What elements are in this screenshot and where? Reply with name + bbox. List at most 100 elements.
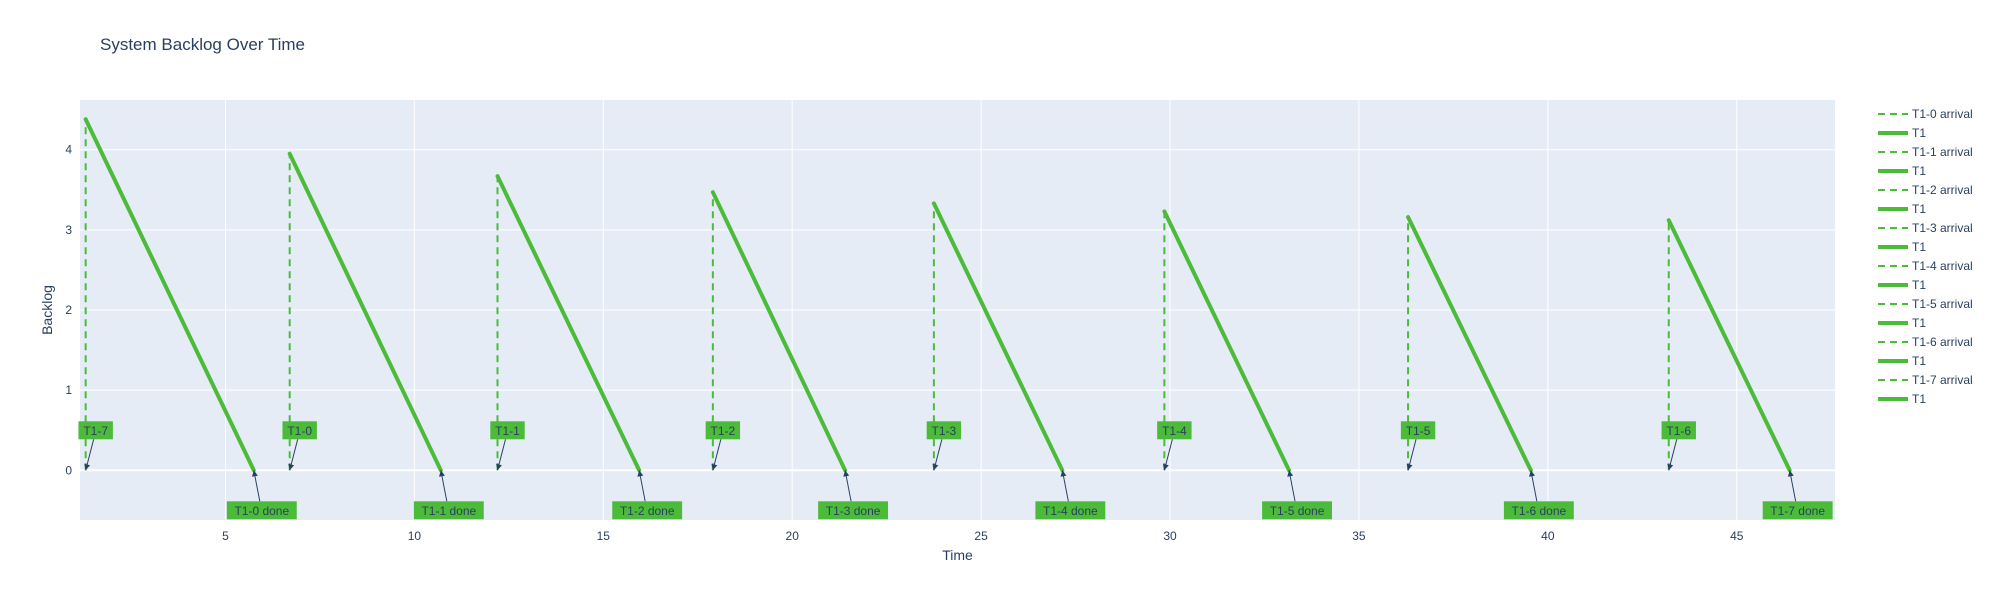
legend-item[interactable]: T1	[1878, 278, 1926, 292]
start-annotation-label: T1-0	[287, 424, 312, 438]
legend-item[interactable]: T1-3 arrival	[1878, 221, 1973, 235]
start-annotation-label: T1-3	[932, 424, 957, 438]
start-annotation-label-box	[1661, 421, 1696, 440]
x-tick-label: 15	[597, 529, 611, 543]
done-annotation-label-box	[818, 501, 889, 520]
start-annotation-label-box	[1400, 421, 1436, 440]
backlog-line-t1-2	[495, 174, 642, 473]
x-tick-label: 30	[1163, 529, 1177, 543]
start-annotation-label: T1-5	[1406, 424, 1431, 438]
legend-item[interactable]: T1-4 arrival	[1878, 259, 1973, 273]
start-annotation-label-box	[282, 421, 317, 440]
done-annotation-label: T1-6 done	[1511, 504, 1566, 518]
start-arrow-head	[932, 463, 939, 471]
done-arrow-head	[843, 470, 850, 477]
done-arrow-head	[637, 470, 644, 477]
start-arrow-head	[1406, 463, 1413, 471]
y-tick-label: 1	[65, 383, 72, 397]
done-annotation-label: T1-0 done	[234, 504, 289, 518]
legend-label: T1-1 arrival	[1912, 145, 1973, 159]
legend-label: T1-4 arrival	[1912, 259, 1973, 273]
start-annotation-label: T1-2	[711, 424, 736, 438]
done-arrow-head	[1529, 470, 1535, 477]
done-annotation-label-box	[1503, 501, 1574, 520]
legend-item[interactable]: T1-6 arrival	[1878, 335, 1973, 349]
legend-label: T1	[1912, 202, 1926, 216]
backlog-line-t1-6	[1406, 215, 1533, 473]
legend-item[interactable]: T1	[1878, 316, 1926, 330]
done-arrow-head	[439, 470, 445, 477]
done-arrow-head	[1060, 470, 1067, 477]
start-arrow-head	[711, 463, 718, 471]
y-tick-label: 3	[65, 223, 72, 237]
legend-label: T1-0 arrival	[1912, 107, 1973, 121]
done-annotation-label-box	[226, 501, 297, 520]
legend-item[interactable]: T1	[1878, 202, 1926, 216]
legend[interactable]: T1-0 arrival T1 T1-1 arrival T1 T1-2 arrival…	[1878, 107, 1973, 406]
legend-item[interactable]: T1-2 arrival	[1878, 183, 1973, 197]
start-annotation-label-box	[1157, 421, 1192, 440]
legend-item[interactable]: T1	[1878, 392, 1926, 406]
x-tick-label: 40	[1541, 529, 1555, 543]
legend-label: T1	[1912, 278, 1926, 292]
legend-item[interactable]: T1-7 arrival	[1878, 373, 1973, 387]
done-annotation-label: T1-1 done	[421, 504, 476, 518]
y-tick-label: 4	[65, 143, 72, 157]
x-tick-label: 20	[786, 529, 800, 543]
start-annotation-label-box	[705, 421, 741, 440]
legend-label: T1	[1912, 164, 1926, 178]
start-annotation-label: T1-4	[1162, 424, 1187, 438]
done-annotation-label-box	[1262, 501, 1332, 520]
x-tick-label: 5	[222, 529, 229, 543]
start-annotation-label: T1-7	[83, 424, 108, 438]
x-tick-label: 10	[408, 529, 422, 543]
legend-label: T1	[1912, 354, 1926, 368]
y-tick-label: 2	[65, 303, 72, 317]
legend-label: T1	[1912, 316, 1926, 330]
done-annotation-label: T1-4 done	[1043, 504, 1098, 518]
series-layer	[83, 117, 1792, 473]
legend-label: T1-3 arrival	[1912, 221, 1973, 235]
legend-item[interactable]: T1	[1878, 240, 1926, 254]
legend-label: T1	[1912, 126, 1926, 140]
start-annotation-label-box	[926, 421, 962, 440]
grid-lines	[80, 100, 1835, 520]
legend-label: T1-7 arrival	[1912, 373, 1973, 387]
legend-item[interactable]: T1-0 arrival	[1878, 107, 1973, 121]
backlog-line-t1-4	[931, 201, 1065, 473]
backlog-line-t1-1	[287, 151, 443, 473]
x-tick-label: 25	[974, 529, 988, 543]
done-annotation-label-box	[1762, 501, 1833, 520]
start-arrow-head	[496, 463, 502, 471]
backlog-line-t1-5	[1162, 209, 1292, 473]
legend-item[interactable]: T1-5 arrival	[1878, 297, 1973, 311]
done-annotation-label: T1-2 done	[620, 504, 675, 518]
done-annotation-label-box	[612, 501, 683, 520]
annotations: T1-7 T1-0 T1-1 T1-2 T1-3 T1-4 T1-5 T1-6 T1-0 don…	[78, 421, 1833, 520]
legend-label: T1-6 arrival	[1912, 335, 1973, 349]
legend-item[interactable]: T1	[1878, 126, 1926, 140]
x-tick-label: 45	[1730, 529, 1744, 543]
backlog-line-t1-7	[1666, 218, 1792, 473]
done-annotation-label: T1-3 done	[826, 504, 881, 518]
done-annotation-label: T1-7 done	[1770, 504, 1825, 518]
legend-label: T1-2 arrival	[1912, 183, 1973, 197]
start-annotation-label-box	[490, 421, 525, 440]
start-annotation-label: T1-1	[495, 424, 520, 438]
start-annotation-label: T1-6	[1666, 424, 1691, 438]
legend-label: T1-5 arrival	[1912, 297, 1973, 311]
legend-label: T1	[1912, 240, 1926, 254]
legend-item[interactable]: T1	[1878, 164, 1926, 178]
legend-label: T1	[1912, 392, 1926, 406]
legend-item[interactable]: T1-1 arrival	[1878, 145, 1973, 159]
done-arrow-head	[1787, 470, 1794, 477]
y-axis-title: Backlog	[39, 285, 55, 335]
backlog-line-t1-0	[83, 117, 256, 473]
done-annotation-label-box	[413, 501, 484, 520]
axis-ticks: 5 10 15 20 25 30 35 40 45 0 1 2 3 4	[65, 143, 1743, 543]
start-arrow-head	[288, 463, 295, 471]
x-axis-title: Time	[942, 547, 973, 563]
legend-item[interactable]: T1	[1878, 354, 1926, 368]
backlog-line-t1-3	[710, 190, 848, 473]
